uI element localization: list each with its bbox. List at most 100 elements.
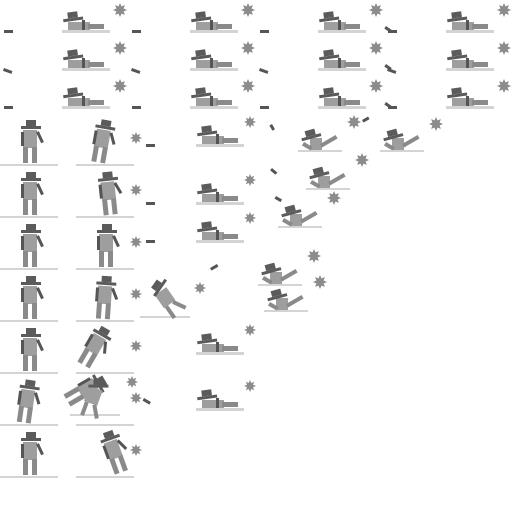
debris-fragment xyxy=(132,30,141,33)
hat xyxy=(196,183,217,195)
impact-burst xyxy=(369,41,383,55)
hat xyxy=(21,224,41,233)
impact-burst xyxy=(244,324,256,336)
hat xyxy=(62,87,83,99)
impact-burst xyxy=(347,115,361,129)
sprite-lying-middle xyxy=(196,221,244,243)
hat xyxy=(446,49,467,61)
sprite-lying-top xyxy=(318,87,366,109)
sprite-standing-a xyxy=(0,120,58,166)
sprite-lying-top xyxy=(446,87,494,109)
sprite-falling xyxy=(70,372,120,421)
impact-burst xyxy=(497,79,511,93)
impact-burst xyxy=(244,380,256,392)
impact-burst xyxy=(244,174,256,186)
impact-burst xyxy=(313,275,327,289)
impact-burst xyxy=(130,340,142,352)
sprite-falling xyxy=(140,273,190,322)
sprite-sitting xyxy=(306,165,350,190)
debris-fragment xyxy=(4,30,13,33)
debris-fragment xyxy=(4,106,13,109)
debris-fragment xyxy=(143,398,151,405)
impact-burst xyxy=(194,282,206,294)
hat xyxy=(97,224,117,233)
hat xyxy=(318,11,339,23)
debris-fragment xyxy=(387,68,396,74)
impact-burst xyxy=(369,3,383,17)
debris-fragment xyxy=(210,264,218,271)
impact-burst xyxy=(327,191,341,205)
impact-burst xyxy=(130,288,142,300)
debris-fragment xyxy=(260,30,269,33)
impact-burst xyxy=(241,79,255,93)
hat xyxy=(446,87,467,99)
hat xyxy=(21,432,41,441)
debris-fragment xyxy=(388,30,397,33)
impact-burst xyxy=(113,41,127,55)
impact-burst xyxy=(244,116,256,128)
sprite-lying-middle xyxy=(196,333,244,355)
sprite-standing-a xyxy=(0,172,58,218)
hat xyxy=(21,120,41,129)
sprite-lying-top xyxy=(190,11,238,33)
impact-burst xyxy=(241,41,255,55)
sprite-sitting xyxy=(298,127,342,152)
sprite-lying-top xyxy=(62,87,110,109)
impact-burst xyxy=(130,132,142,144)
sprite-standing-b xyxy=(76,118,134,166)
impact-burst xyxy=(244,212,256,224)
sprite-sitting xyxy=(258,261,302,286)
impact-burst xyxy=(113,79,127,93)
debris-fragment xyxy=(146,240,155,243)
hat xyxy=(196,221,217,233)
sprite-lying-top xyxy=(446,49,494,71)
debris-fragment xyxy=(132,106,141,109)
hat xyxy=(21,172,41,181)
sprite-lying-middle xyxy=(196,183,244,205)
hat xyxy=(20,379,41,391)
sprite-standing-b xyxy=(76,171,134,218)
hat xyxy=(318,49,339,61)
hat xyxy=(97,171,118,182)
sprite-standing-b xyxy=(76,224,134,270)
sprite-standing-b xyxy=(76,427,134,478)
sprite-lying-top xyxy=(446,11,494,33)
sprite-standing-a xyxy=(0,224,58,270)
hat xyxy=(318,87,339,99)
sprite-lying-top xyxy=(62,49,110,71)
impact-burst xyxy=(113,3,127,17)
impact-burst xyxy=(130,184,142,196)
sprite-standing-a xyxy=(0,328,58,374)
sprite-sitting xyxy=(278,203,322,228)
sprite-standing-b xyxy=(76,323,134,374)
debris-fragment xyxy=(131,68,140,74)
impact-burst xyxy=(429,117,443,131)
hat xyxy=(21,276,41,285)
sprite-standing-b xyxy=(76,275,134,322)
debris-fragment xyxy=(275,196,283,202)
impact-burst xyxy=(130,236,142,248)
hat xyxy=(190,49,211,61)
sprite-lying-top xyxy=(318,11,366,33)
hat xyxy=(196,389,217,401)
sprite-standing-a xyxy=(0,432,58,478)
sprite-sitting xyxy=(380,127,424,152)
impact-burst xyxy=(130,392,142,404)
hat xyxy=(196,333,217,345)
hat xyxy=(196,125,217,137)
sprite-sitting xyxy=(264,287,308,312)
impact-burst xyxy=(241,3,255,17)
hat xyxy=(96,275,117,285)
impact-burst xyxy=(369,79,383,93)
sprite-standing-a xyxy=(0,276,58,322)
sprite-lying-top xyxy=(190,49,238,71)
hat xyxy=(62,11,83,23)
sprite-lying-middle xyxy=(196,389,244,411)
hat xyxy=(62,49,83,61)
sprite-lying-top xyxy=(190,87,238,109)
hat xyxy=(446,11,467,23)
debris-fragment xyxy=(269,124,275,131)
debris-fragment xyxy=(362,117,370,123)
impact-burst xyxy=(497,41,511,55)
